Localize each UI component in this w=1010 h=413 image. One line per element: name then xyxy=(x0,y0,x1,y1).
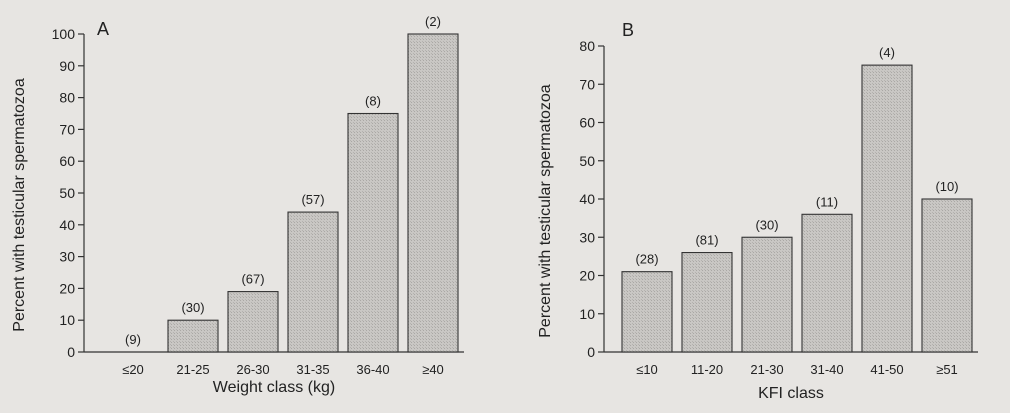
a-x-tick-label: 26-30 xyxy=(236,362,269,377)
b-y-tick-label: 40 xyxy=(579,191,595,207)
a-y-tick-label: 70 xyxy=(59,121,75,137)
a-x-tick-label: 31-35 xyxy=(296,362,329,377)
a-y-tick-label: 80 xyxy=(59,90,75,106)
b-bar xyxy=(741,236,793,353)
a-y-tick-label: 20 xyxy=(59,280,75,296)
a-data-label: (67) xyxy=(241,272,264,287)
b-y-tick-label: 10 xyxy=(579,306,595,322)
a-y-tick-label: 30 xyxy=(59,249,75,265)
a-y-tick-label: 0 xyxy=(67,344,75,360)
b-x-tick-label: 41-50 xyxy=(870,362,903,377)
a-x-tick-label: 21-25 xyxy=(176,362,209,377)
a-data-label: (8) xyxy=(365,94,381,109)
b-y-tick-label: 60 xyxy=(579,115,595,131)
b-bar xyxy=(681,252,733,353)
b-x-tick-label: 21-30 xyxy=(750,362,783,377)
b-y-tick-label: 80 xyxy=(579,38,595,54)
a-y-tick-label: 40 xyxy=(59,217,75,233)
a-bar xyxy=(347,112,399,353)
a-bar xyxy=(407,33,459,353)
a-panel-label: A xyxy=(97,19,109,39)
a-y-tick-label: 60 xyxy=(59,153,75,169)
a-data-label: (9) xyxy=(125,332,141,347)
a-x-tick-label: 36-40 xyxy=(356,362,389,377)
b-bar xyxy=(621,271,673,353)
b-y-tick-label: 30 xyxy=(579,229,595,245)
a-data-label: (30) xyxy=(181,300,204,315)
a-x-tick-label: ≤20 xyxy=(122,362,144,377)
a-y-tick-label: 90 xyxy=(59,58,75,74)
b-y-tick-label: 50 xyxy=(579,153,595,169)
b-data-label: (81) xyxy=(695,233,718,248)
b-x-tick-label: 11-20 xyxy=(691,362,723,377)
b-data-label: (28) xyxy=(635,252,658,267)
a-bar xyxy=(227,291,279,353)
a-data-label: (2) xyxy=(425,14,441,29)
a-y-tick-label: 100 xyxy=(52,26,76,42)
a-x-axis-title: Weight class (kg) xyxy=(213,379,335,396)
a-x-tick-label: ≥40 xyxy=(422,362,444,377)
b-x-tick-label: 31-40 xyxy=(810,362,843,377)
b-bar xyxy=(861,64,913,353)
b-y-tick-label: 0 xyxy=(587,344,595,360)
b-data-label: (30) xyxy=(755,217,778,232)
b-data-label: (11) xyxy=(816,194,838,209)
b-bar xyxy=(801,213,853,353)
a-y-axis-title: Percent with testicular spermatozoa xyxy=(11,78,28,332)
b-x-axis-title: KFI class xyxy=(758,385,824,402)
b-panel-label: B xyxy=(622,20,634,40)
b-y-axis-title: Percent with testicular spermatozoa xyxy=(537,84,554,338)
a-bar xyxy=(287,211,339,353)
a-bar xyxy=(167,319,219,353)
b-y-tick-label: 70 xyxy=(579,76,595,92)
b-data-label: (4) xyxy=(879,45,895,60)
b-x-tick-label: ≥51 xyxy=(936,362,958,377)
b-bar xyxy=(921,198,973,353)
b-data-label: (10) xyxy=(935,179,958,194)
b-x-tick-label: ≤10 xyxy=(636,362,658,377)
a-y-tick-label: 10 xyxy=(59,312,75,328)
b-y-tick-label: 20 xyxy=(579,268,595,284)
a-y-tick-label: 50 xyxy=(59,185,75,201)
a-data-label: (57) xyxy=(301,192,324,207)
